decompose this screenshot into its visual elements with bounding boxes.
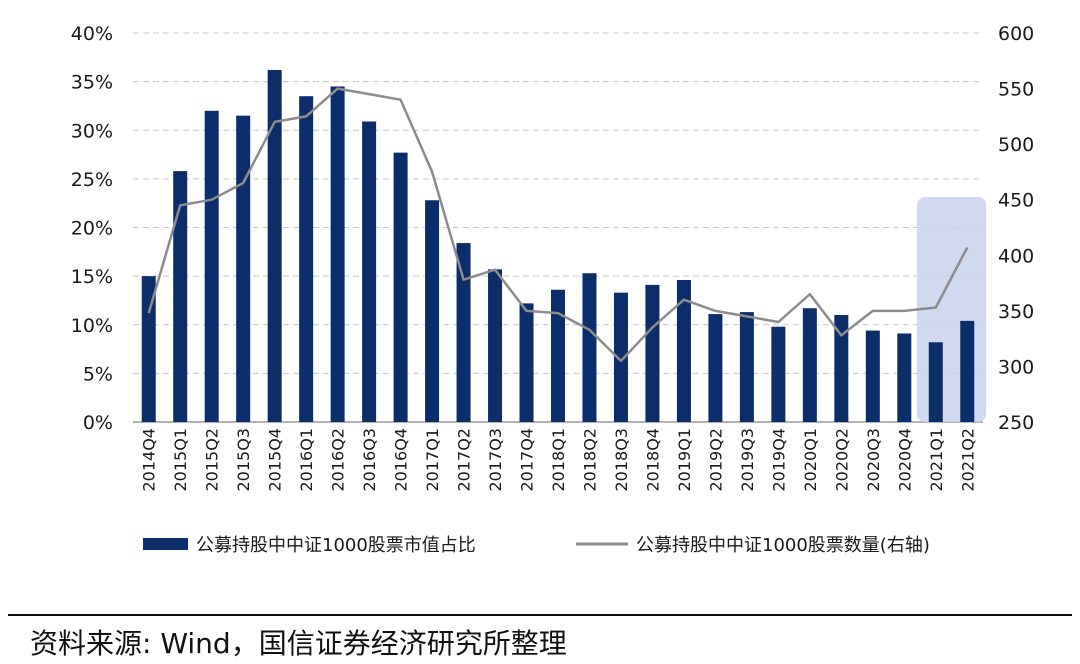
x-tick-label: 2018Q4 [643, 428, 662, 492]
x-tick-label: 2016Q3 [360, 428, 379, 492]
y-left-tick-label: 10% [71, 315, 113, 337]
x-tick-label: 2018Q2 [580, 428, 599, 492]
legend-bar-label: 公募持股中中证1000股票市值占比 [196, 535, 476, 556]
bar [897, 333, 912, 422]
source-note: 资料来源: Wind，国信证券经济研究所整理 [30, 627, 567, 660]
y-left-tick-label: 40% [71, 23, 113, 45]
x-tick-label: 2019Q3 [738, 428, 757, 492]
y-left-tick-label: 0% [83, 412, 113, 434]
x-tick-label: 2019Q2 [706, 428, 725, 492]
bar [393, 152, 408, 422]
y-left-tick-label: 20% [71, 218, 113, 240]
x-tick-label: 2015Q2 [203, 428, 222, 492]
line-series [147, 87, 969, 363]
bar-series [141, 69, 975, 423]
bar [960, 320, 975, 422]
x-tick-label: 2020Q1 [801, 428, 820, 492]
y-left-tick-label: 35% [71, 72, 113, 94]
x-tick-label: 2020Q3 [864, 428, 883, 492]
y-right-tick-label: 550 [998, 79, 1034, 101]
y-right-tick-label: 300 [998, 356, 1034, 378]
x-tick-label: 2018Q3 [612, 428, 631, 492]
x-tick-label: 2020Q4 [895, 428, 914, 492]
line-path [147, 87, 969, 363]
x-tick-label: 2017Q4 [518, 428, 537, 492]
bar [865, 330, 880, 422]
bar [488, 269, 503, 422]
x-tick-label: 2016Q1 [297, 428, 316, 492]
bar [173, 171, 188, 422]
bar [676, 280, 691, 422]
bar [425, 200, 440, 422]
x-tick-label: 2014Q4 [140, 428, 159, 492]
bar [834, 315, 849, 422]
bar [362, 121, 377, 422]
y-left-tick-label: 5% [83, 363, 113, 385]
bar [141, 276, 156, 422]
y-right-tick-label: 500 [998, 134, 1034, 156]
bar [928, 342, 943, 422]
bar [613, 292, 628, 422]
bar [645, 284, 660, 422]
x-tick-label: 2015Q1 [171, 428, 190, 492]
y-axis-left: 0% 5% 10% 15% 20% 25% 30% 35% 40% [71, 23, 113, 434]
y-left-tick-label: 30% [71, 120, 113, 142]
source-divider [8, 614, 1072, 616]
bar [267, 69, 282, 422]
x-tick-label: 2016Q2 [329, 428, 348, 492]
x-tick-label: 2018Q1 [549, 428, 568, 492]
legend-line-label: 公募持股中中证1000股票数量(右轴) [636, 535, 930, 556]
x-tick-label: 2015Q3 [234, 428, 253, 492]
bar [236, 115, 251, 422]
bar [739, 312, 754, 422]
x-tick-label: 2017Q2 [455, 428, 474, 492]
x-tick-label: 2016Q4 [392, 428, 411, 492]
bar [582, 273, 597, 422]
x-tick-label: 2019Q4 [769, 428, 788, 492]
legend: 公募持股中中证1000股票市值占比 公募持股中中证1000股票数量(右轴) [143, 535, 930, 556]
x-tick-label: 2021Q2 [958, 428, 977, 492]
x-tick-label: 2021Q1 [927, 428, 946, 492]
bar [330, 86, 345, 423]
y-left-tick-label: 25% [71, 169, 113, 191]
x-tick-label: 2019Q1 [675, 428, 694, 492]
y-left-tick-label: 15% [71, 266, 113, 288]
y-right-tick-label: 600 [998, 23, 1034, 45]
y-right-tick-label: 350 [998, 301, 1034, 323]
bar [519, 303, 534, 422]
x-tick-label: 2017Q3 [486, 428, 505, 492]
bar [708, 314, 723, 422]
x-tick-label: 2015Q4 [266, 428, 285, 492]
x-axis: 2014Q4 2015Q1 2015Q2 2015Q3 2015Q4 2016Q1 2016… [140, 428, 978, 492]
bar [551, 289, 565, 422]
x-tick-label: 2020Q2 [832, 428, 851, 492]
combo-chart: 0% 5% 10% 15% 20% 25% 30% 35% 40% 250 300 350 400 45… [71, 23, 1035, 556]
bar [204, 110, 219, 423]
y-axis-right: 250 300 350 400 450 500 550 600 [998, 23, 1034, 434]
bar [456, 243, 471, 422]
legend-bar-swatch [143, 538, 188, 550]
x-tick-label: 2017Q1 [423, 428, 442, 492]
y-right-tick-label: 450 [998, 190, 1034, 212]
bar [802, 308, 817, 422]
bar [771, 326, 786, 422]
y-right-tick-label: 250 [998, 412, 1034, 434]
bar [299, 96, 314, 423]
y-right-tick-label: 400 [998, 245, 1034, 267]
